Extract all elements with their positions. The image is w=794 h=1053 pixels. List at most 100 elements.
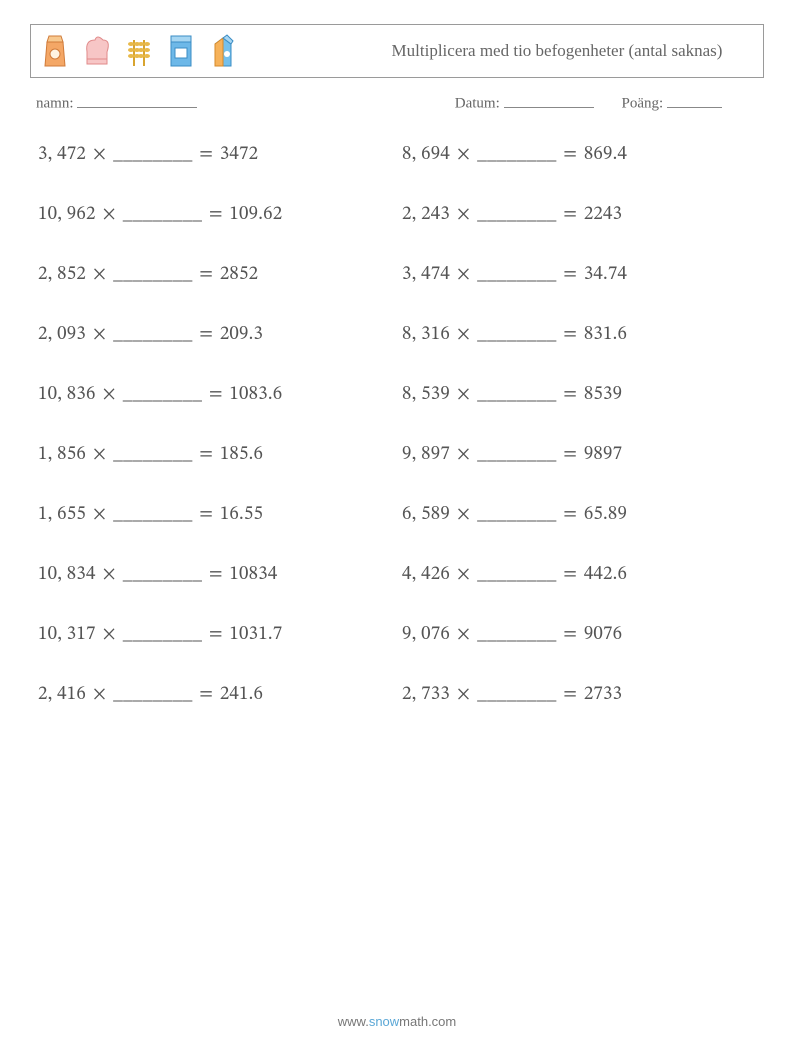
result: 2852 bbox=[220, 265, 258, 284]
problem: 10, 962 × ________ = 109.62 bbox=[38, 203, 392, 227]
answer-blank[interactable]: ________ bbox=[113, 325, 192, 344]
problem: 3, 474 × ________ = 34.74 bbox=[402, 263, 756, 287]
answer-blank[interactable]: ________ bbox=[477, 445, 556, 464]
answer-blank[interactable]: ________ bbox=[113, 265, 192, 284]
result: 65.89 bbox=[584, 505, 627, 524]
operator: × bbox=[450, 385, 477, 404]
problem: 8, 316 × ________ = 831.6 bbox=[402, 323, 756, 347]
worksheet-title: Multiplicera med tio befogenheter (antal… bbox=[239, 40, 755, 61]
meta-row: namn: Datum: Poäng: bbox=[30, 94, 764, 113]
answer-blank[interactable]: ________ bbox=[477, 325, 556, 344]
operand-a: 10, 834 bbox=[38, 565, 96, 584]
header-icons bbox=[39, 32, 239, 70]
answer-blank[interactable]: ________ bbox=[113, 505, 192, 524]
equals: = bbox=[193, 265, 220, 284]
equals: = bbox=[193, 145, 220, 164]
problem: 8, 694 × ________ = 869.4 bbox=[402, 143, 756, 167]
answer-blank[interactable]: ________ bbox=[123, 385, 202, 404]
problem: 2, 416 × ________ = 241.6 bbox=[38, 683, 392, 707]
operator: × bbox=[450, 145, 477, 164]
footer-prefix: www. bbox=[338, 1014, 369, 1029]
operand-a: 10, 317 bbox=[38, 625, 96, 644]
footer-suffix: math.com bbox=[399, 1014, 456, 1029]
problem: 3, 472 × ________ = 3472 bbox=[38, 143, 392, 167]
answer-blank[interactable]: ________ bbox=[477, 565, 556, 584]
date-blank[interactable] bbox=[504, 94, 594, 108]
operand-a: 3, 472 bbox=[38, 145, 86, 164]
problem: 1, 856 × ________ = 185.6 bbox=[38, 443, 392, 467]
answer-blank[interactable]: ________ bbox=[477, 625, 556, 644]
operand-a: 1, 655 bbox=[38, 505, 86, 524]
score-blank[interactable] bbox=[667, 94, 722, 108]
operator: × bbox=[450, 265, 477, 284]
operand-a: 2, 243 bbox=[402, 205, 450, 224]
answer-blank[interactable]: ________ bbox=[477, 145, 556, 164]
operand-a: 9, 897 bbox=[402, 445, 450, 464]
equals: = bbox=[557, 325, 584, 344]
operand-a: 8, 316 bbox=[402, 325, 450, 344]
result: 185.6 bbox=[220, 445, 263, 464]
operator: × bbox=[86, 265, 113, 284]
flour-bag-icon bbox=[39, 32, 71, 70]
equals: = bbox=[193, 445, 220, 464]
name-blank[interactable] bbox=[77, 94, 197, 108]
operator: × bbox=[86, 505, 113, 524]
problem: 10, 836 × ________ = 1083.6 bbox=[38, 383, 392, 407]
problem: 2, 733 × ________ = 2733 bbox=[402, 683, 756, 707]
operand-a: 2, 093 bbox=[38, 325, 86, 344]
answer-blank[interactable]: ________ bbox=[477, 685, 556, 704]
equals: = bbox=[557, 505, 584, 524]
equals: = bbox=[202, 625, 229, 644]
answer-blank[interactable]: ________ bbox=[477, 385, 556, 404]
footer: www.snowmath.com bbox=[0, 1014, 794, 1029]
result: 442.6 bbox=[584, 565, 627, 584]
equals: = bbox=[557, 685, 584, 704]
wheat-icon bbox=[123, 32, 155, 70]
operator: × bbox=[96, 385, 123, 404]
answer-blank[interactable]: ________ bbox=[113, 445, 192, 464]
result: 831.6 bbox=[584, 325, 627, 344]
operand-a: 8, 694 bbox=[402, 145, 450, 164]
answer-blank[interactable]: ________ bbox=[123, 625, 202, 644]
operand-a: 2, 852 bbox=[38, 265, 86, 284]
answer-blank[interactable]: ________ bbox=[123, 565, 202, 584]
problem: 9, 897 × ________ = 9897 bbox=[402, 443, 756, 467]
result: 869.4 bbox=[584, 145, 627, 164]
answer-blank[interactable]: ________ bbox=[113, 145, 192, 164]
operator: × bbox=[450, 625, 477, 644]
problem: 10, 834 × ________ = 10834 bbox=[38, 563, 392, 587]
equals: = bbox=[202, 565, 229, 584]
result: 3472 bbox=[220, 145, 258, 164]
equals: = bbox=[557, 265, 584, 284]
problem: 1, 655 × ________ = 16.55 bbox=[38, 503, 392, 527]
score-label: Poäng: bbox=[622, 96, 664, 112]
problem: 2, 093 × ________ = 209.3 bbox=[38, 323, 392, 347]
answer-blank[interactable]: ________ bbox=[477, 205, 556, 224]
operator: × bbox=[450, 505, 477, 524]
result: 2243 bbox=[584, 205, 622, 224]
operand-a: 2, 416 bbox=[38, 685, 86, 704]
operand-a: 3, 474 bbox=[402, 265, 450, 284]
operand-a: 10, 962 bbox=[38, 205, 96, 224]
operator: × bbox=[450, 445, 477, 464]
sugar-box-icon bbox=[165, 32, 197, 70]
answer-blank[interactable]: ________ bbox=[113, 685, 192, 704]
answer-blank[interactable]: ________ bbox=[123, 205, 202, 224]
date-field: Datum: bbox=[455, 94, 594, 113]
header-box: Multiplicera med tio befogenheter (antal… bbox=[30, 24, 764, 78]
result: 241.6 bbox=[220, 685, 263, 704]
operand-a: 8, 539 bbox=[402, 385, 450, 404]
answer-blank[interactable]: ________ bbox=[477, 265, 556, 284]
operator: × bbox=[86, 685, 113, 704]
result: 34.74 bbox=[584, 265, 627, 284]
result: 16.55 bbox=[220, 505, 263, 524]
answer-blank[interactable]: ________ bbox=[477, 505, 556, 524]
result: 209.3 bbox=[220, 325, 263, 344]
result: 9076 bbox=[584, 625, 622, 644]
operator: × bbox=[450, 685, 477, 704]
equals: = bbox=[557, 385, 584, 404]
operand-a: 10, 836 bbox=[38, 385, 96, 404]
result: 8539 bbox=[584, 385, 622, 404]
problem: 4, 426 × ________ = 442.6 bbox=[402, 563, 756, 587]
footer-brand: snow bbox=[369, 1014, 399, 1029]
